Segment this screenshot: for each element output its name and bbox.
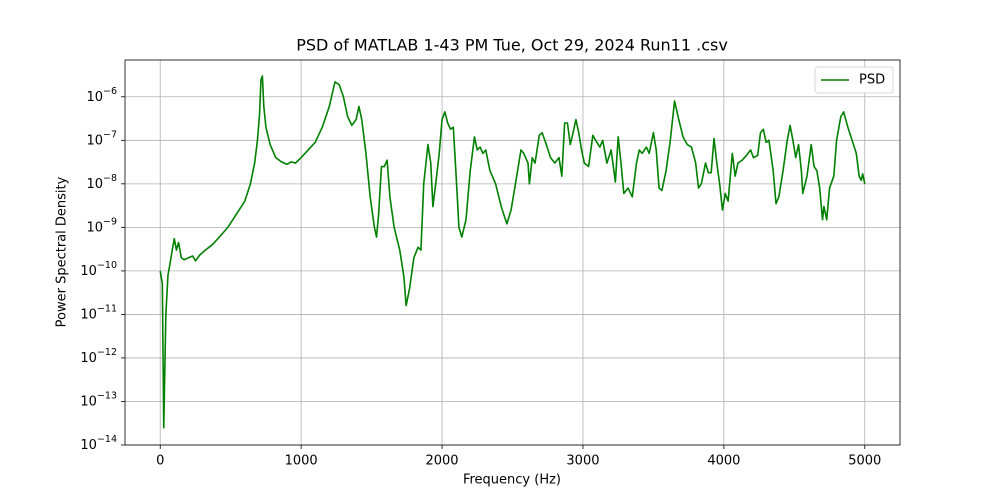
- y-tick-label: 10−12: [80, 346, 117, 365]
- y-tick-label: 10−9: [86, 216, 117, 235]
- y-tick-label: 10−6: [86, 85, 117, 104]
- y-tick-label: 10−10: [80, 259, 117, 278]
- legend-label: PSD: [859, 73, 885, 88]
- x-axis-label: Frequency (Hz): [463, 473, 561, 488]
- y-tick-label: 10−14: [80, 434, 117, 453]
- chart-title: PSD of MATLAB 1-43 PM Tue, Oct 29, 2024 …: [296, 36, 728, 55]
- legend-box: [814, 66, 894, 94]
- x-tick-label: 5000: [848, 454, 881, 469]
- x-tick-label: 0: [156, 454, 164, 469]
- y-tick-label: 10−13: [80, 390, 117, 409]
- y-tick-label: 10−7: [86, 129, 117, 148]
- x-tick-label: 4000: [707, 454, 740, 469]
- y-tick-label: 10−11: [80, 303, 117, 322]
- x-tick-label: 1000: [285, 454, 318, 469]
- y-axis-label: Power Spectral Density: [55, 176, 70, 327]
- x-tick-label: 3000: [566, 454, 599, 469]
- y-tick-label: 10−8: [86, 172, 117, 191]
- psd-line: [159, 75, 866, 429]
- x-tick-label: 2000: [425, 454, 458, 469]
- plot-frame: [124, 59, 901, 446]
